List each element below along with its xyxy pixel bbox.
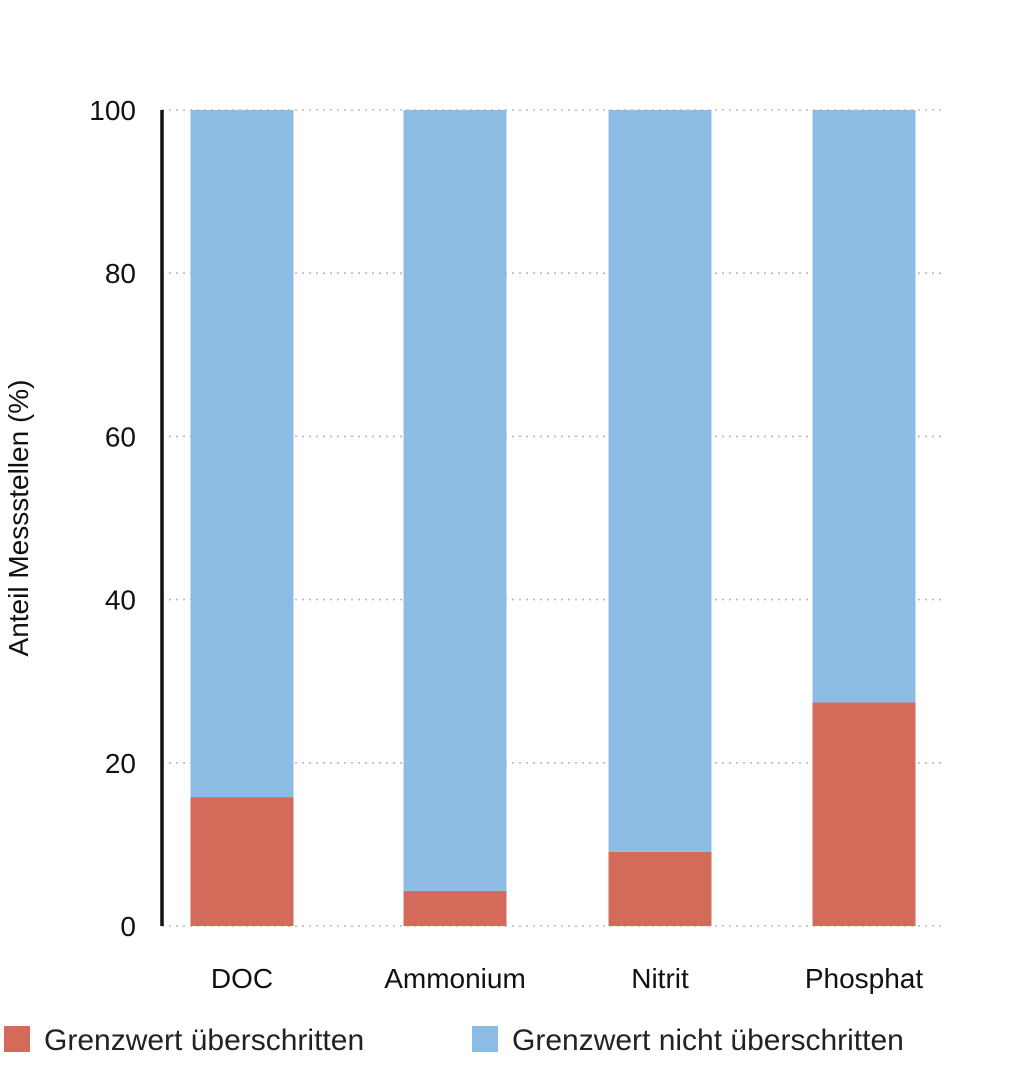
bar-segment-exceeded-ammonium [403,890,507,926]
y-axis-title: Anteil Messstellen (%) [3,380,34,657]
legend-item: Grenzwert nicht überschritten [472,1024,904,1057]
legend-item: Grenzwert überschritten [4,1024,364,1057]
y-tick-label: 60 [105,421,136,452]
x-tick-labels: DOC Ammonium Nitrit Phosphat [211,963,923,994]
bar-segment-not-exceeded-nitrit [608,110,712,852]
y-tick-label: 20 [105,748,136,779]
bar-segment-exceeded-phosphat [812,702,916,926]
y-tick-label: 0 [120,911,136,942]
bar-segment-not-exceeded-ammonium [403,110,507,891]
bar-segment-exceeded-doc [190,797,294,926]
bar-segment-exceeded-nitrit [608,851,712,926]
bar-segment-not-exceeded-doc [190,110,294,798]
y-tick-label: 80 [105,258,136,289]
bars [190,110,916,926]
bar-segment-not-exceeded-phosphat [812,110,916,703]
legend-label: Grenzwert nicht überschritten [512,1024,904,1057]
x-tick-label: DOC [211,963,273,994]
legend-swatch [472,1026,498,1052]
legend-label: Grenzwert überschritten [44,1024,364,1057]
x-tick-label: Nitrit [631,963,689,994]
legend: Grenzwert überschritten Grenzwert nicht ü… [4,1024,904,1057]
y-tick-labels: 0 20 40 60 80 100 [89,95,136,942]
x-tick-label: Ammonium [384,963,526,994]
x-tick-label: Phosphat [805,963,924,994]
y-tick-label: 100 [89,95,136,126]
legend-swatch [4,1026,30,1052]
y-tick-label: 40 [105,585,136,616]
